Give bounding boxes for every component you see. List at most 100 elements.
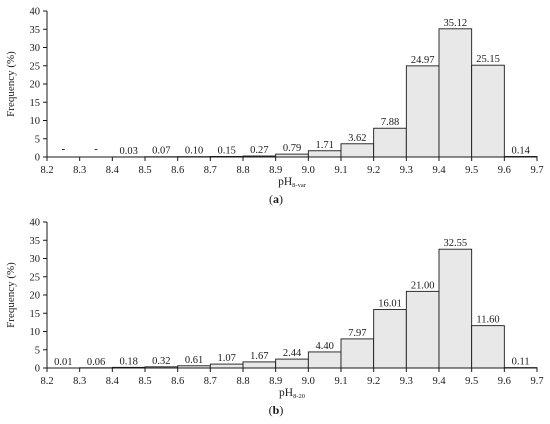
bar [471,64,505,158]
bar-value-label: - [94,144,98,155]
caption-paren-close: ) [279,403,283,417]
bar-value-label: 21.00 [411,280,435,291]
bar [307,351,342,369]
bar-value-label: 25.15 [476,54,500,65]
x-tick-label: 9.7 [530,376,543,387]
caption-letter: a [273,192,279,206]
bar [373,309,407,369]
chart-panel-b: 0.01 0.06 0.18 0.32 0.61 1.07 1.67 2.44 4.40 7.97… [5,218,544,418]
bar-value-label: 16.01 [378,299,402,310]
bar-value-label: 24.97 [411,55,435,66]
chart-panel-a: - - 0.03 0.07 0.10 0.15 0.27 0.79 1.71 3.62 7.88 24… [5,7,544,207]
bar-value-label: 0.07 [152,146,170,157]
y-tick-label: 20 [30,291,41,302]
y-tick-label: 35 [30,25,41,36]
x-tick-label: 9.4 [432,165,446,176]
bar-value-label: 0.18 [119,356,137,367]
bar-value-label: 32.55 [444,238,468,249]
y-axis-title: Frequency (%) [5,262,17,328]
y-tick-label: 40 [30,218,41,229]
y-tick-label: 35 [30,236,41,247]
y-tick-label: 10 [30,327,41,338]
bar [405,290,440,369]
panel-caption: (b) [269,403,284,417]
x-tick-label: 8.8 [236,376,249,387]
x-axis-title-main: pH [279,387,293,399]
y-axis-title: Frequency (%) [5,51,17,117]
bar-value-label: 0.03 [119,146,137,157]
x-tick-label: 9.3 [400,376,413,387]
bar-value-label: 11.60 [476,315,499,326]
x-tick-label: 9.1 [334,376,347,387]
bar-value-label: 7.88 [381,117,399,128]
y-tick-label: 0 [35,153,40,164]
x-axis-title: pH8-20 [279,387,305,400]
bar-value-label: 0.11 [512,357,530,368]
x-tick-label: 8.6 [171,376,184,387]
x-tick-label: 9.2 [367,165,380,176]
bar-value-label: 0.61 [185,355,203,366]
bar-value-label: 0.79 [283,143,301,154]
panel-caption: (a) [269,192,283,206]
x-axis-title-main: pH [278,176,292,188]
x-tick-label: 8.4 [106,165,120,176]
caption-letter: b [273,403,280,417]
x-axis-title-subscript: 8-20 [293,393,305,400]
bar-value-label: 0.27 [250,145,268,156]
bar-value-label: 3.62 [348,133,366,144]
bar-value-label: 0.06 [87,357,105,368]
x-tick-label: 9.6 [498,376,511,387]
y-tick-label: 10 [30,116,41,127]
y-tick-label: 5 [35,134,40,145]
caption-paren-open: ( [269,403,273,417]
bar [242,361,277,369]
bar-value-label: 0.14 [511,145,530,156]
x-axis-title: pH8-var [278,176,307,189]
x-axis-title-subscript: 8-var [292,182,307,189]
x-tick-label: 8.4 [106,376,120,387]
x-tick-label: 8.7 [204,165,217,176]
x-tick-label: 9.7 [530,165,543,176]
y-tick-label: 30 [30,43,41,54]
bar-value-label: 1.67 [250,351,268,362]
x-tick-label: 9.1 [334,165,347,176]
x-tick-label: 9.2 [367,376,380,387]
bar-value-label: - [62,144,66,155]
y-tick-label: 40 [30,7,41,18]
bar [340,143,375,158]
x-tick-label: 8.9 [269,376,282,387]
bar [405,65,440,158]
bar-value-label: 0.01 [54,357,72,368]
y-tick-label: 25 [30,272,41,283]
x-tick-label: 8.7 [204,376,217,387]
x-tick-label: 8.6 [171,165,184,176]
x-tick-label: 8.5 [138,376,151,387]
y-tick-label: 30 [30,254,41,265]
x-tick-label: 9.5 [465,165,478,176]
x-tick-label: 8.3 [73,165,86,176]
bar-value-label: 1.07 [217,353,235,364]
caption-paren-open: ( [269,192,273,206]
y-tick-label: 15 [30,98,41,109]
y-tick-label: 25 [30,61,41,72]
bar [209,363,244,369]
y-tick-label: 20 [30,80,41,91]
bar [340,338,375,369]
x-tick-label: 9.6 [498,165,511,176]
bar [438,248,473,369]
x-tick-label: 8.3 [73,376,86,387]
bar [275,358,309,369]
bar [471,325,505,369]
bar [307,150,342,158]
bar-value-label: 7.97 [348,328,366,339]
x-tick-label: 8.2 [40,165,53,176]
x-tick-label: 9.3 [400,165,413,176]
y-tick-label: 0 [35,364,40,375]
x-tick-label: 8.2 [40,376,53,387]
bar-value-label: 35.12 [444,18,468,29]
x-tick-label: 8.5 [138,165,151,176]
y-tick-label: 5 [35,345,40,356]
bar-value-label: 0.32 [152,356,170,367]
x-tick-label: 8.8 [236,165,249,176]
